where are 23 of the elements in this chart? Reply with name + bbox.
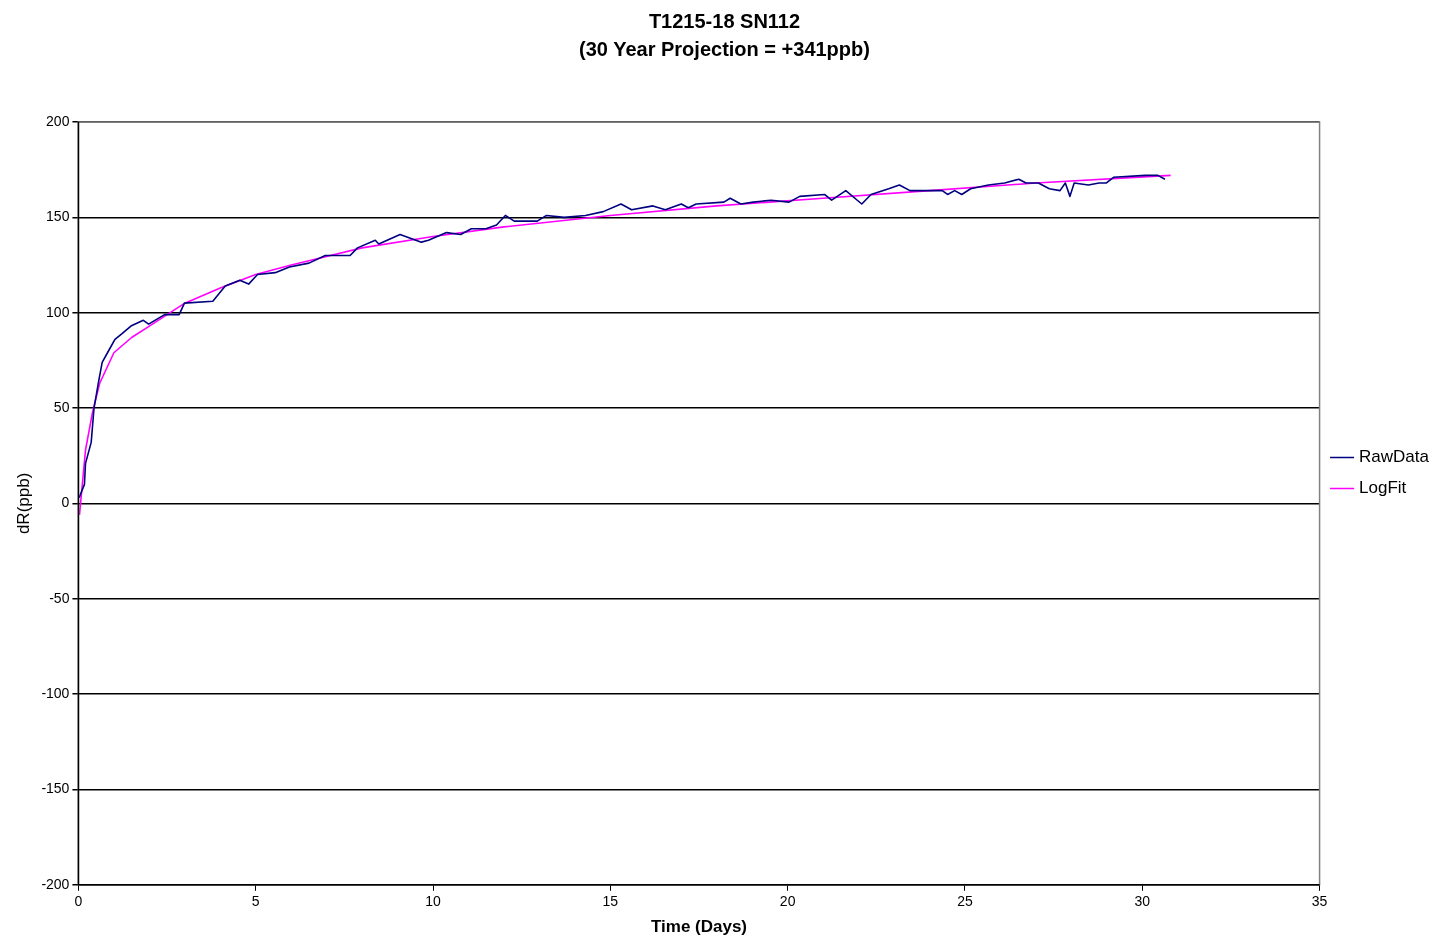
chart-subtitle: (30 Year Projection = +341ppb)	[579, 37, 870, 60]
y-tick-label: 200	[46, 112, 70, 129]
x-tick-label: 25	[957, 893, 973, 910]
y-tick-label: 100	[46, 303, 70, 320]
legend-label: LogFit	[1359, 478, 1407, 498]
x-tick-label: 5	[251, 893, 260, 910]
x-tick-label: 15	[602, 893, 619, 910]
x-tick-label: 30	[1134, 893, 1151, 910]
x-tick-label: 20	[779, 893, 796, 910]
y-axis-title: dR(ppb)	[13, 472, 33, 535]
y-tick-label: -150	[41, 780, 70, 797]
y-tick-label: -50	[49, 589, 70, 606]
y-tick-label: 150	[46, 208, 70, 225]
y-tick-label: -100	[41, 684, 70, 701]
x-axis-title: Time (Days)	[650, 917, 748, 937]
x-tick-label: 10	[425, 893, 442, 910]
legend-label: RawData	[1359, 447, 1430, 467]
y-tick-label: -200	[41, 875, 70, 892]
y-tick-label: 50	[53, 398, 70, 415]
chart-title: T1215-18 SN112	[648, 9, 801, 32]
y-tick-label: 0	[61, 494, 70, 511]
x-tick-label: 0	[74, 893, 83, 910]
x-tick-label: 35	[1311, 893, 1328, 910]
